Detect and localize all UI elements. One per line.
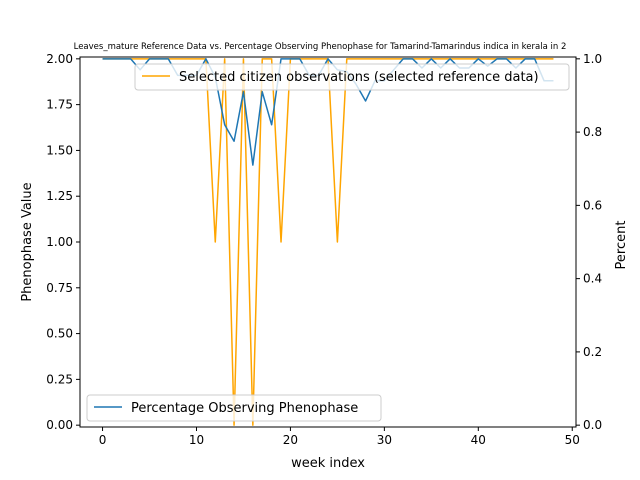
right-y-tick-label: 1.0 xyxy=(583,52,602,66)
left-y-tick-label: 0.50 xyxy=(46,327,73,341)
legend-upper-box xyxy=(134,63,570,91)
x-tick-label: 0 xyxy=(99,433,107,447)
left-y-tick-label: 1.75 xyxy=(46,98,73,112)
left-y-tick-label: 1.25 xyxy=(46,189,73,203)
x-tick-label: 40 xyxy=(471,433,486,447)
left-y-axis: 0.00 0.25 0.50 0.75 1.00 1.25 1.50 1.75 2.00 xyxy=(46,52,80,432)
x-tick-label: 30 xyxy=(377,433,392,447)
right-y-axis-label: Percent xyxy=(614,221,629,270)
plot-frame xyxy=(79,56,577,428)
plot-lines xyxy=(102,58,554,426)
legend-upper-label: Selected citizen observations (selected … xyxy=(179,70,539,85)
legend-lower-box xyxy=(86,394,382,422)
legend-upper: Selected citizen observations (selected … xyxy=(134,63,570,91)
series-line-reference xyxy=(102,58,554,426)
legend-lower: Percentage Observing Phenophase xyxy=(86,394,382,422)
right-y-tick-label: 0.2 xyxy=(583,345,602,359)
left-y-axis-label: Phenophase Value xyxy=(20,182,35,301)
right-y-axis: 0.0 0.2 0.4 0.6 0.8 1.0 xyxy=(576,52,602,432)
left-y-tick-label: 0.25 xyxy=(46,372,73,386)
x-tick-label: 20 xyxy=(283,433,298,447)
left-y-tick-label: 0.00 xyxy=(46,418,73,432)
x-tick-label: 10 xyxy=(189,433,204,447)
right-y-tick-label: 0.4 xyxy=(583,272,602,286)
right-y-tick-label: 0.8 xyxy=(583,125,602,139)
left-y-tick-label: 1.50 xyxy=(46,143,73,157)
x-tick-label: 50 xyxy=(565,433,580,447)
legend-lower-label: Percentage Observing Phenophase xyxy=(131,401,358,416)
chart-title: Leaves_mature Reference Data vs. Percent… xyxy=(74,42,567,52)
x-axis: 0 10 20 30 40 50 xyxy=(99,427,580,447)
x-axis-label: week index xyxy=(291,456,365,471)
right-y-tick-label: 0.6 xyxy=(583,198,602,212)
left-y-tick-label: 1.00 xyxy=(46,235,73,249)
left-y-tick-label: 2.00 xyxy=(46,52,73,66)
right-y-tick-label: 0.0 xyxy=(583,418,602,432)
left-y-tick-label: 0.75 xyxy=(46,281,73,295)
